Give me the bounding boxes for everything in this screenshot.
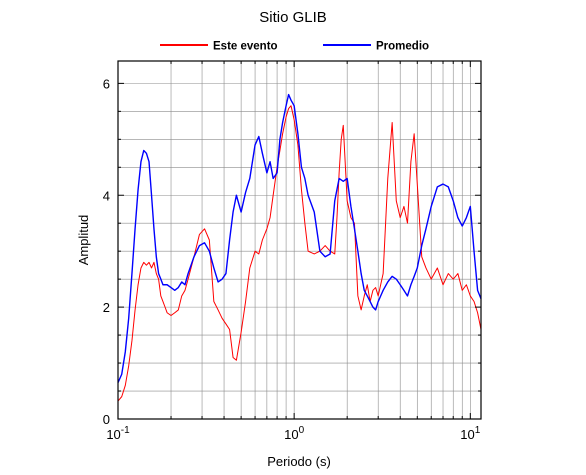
x-axis-label: Periodo (s): [267, 454, 331, 469]
y-axis-label: Amplitud: [76, 215, 91, 266]
chart-title: Sitio GLIB: [259, 9, 327, 26]
series-line-promedio: [117, 93, 482, 383]
legend-label-este-evento: Este evento: [213, 41, 278, 53]
axes: 0 2 4 6 10-1 100 101: [103, 61, 481, 442]
series-line-este-evento: [117, 105, 482, 402]
legend-label-promedio: Promedio: [376, 41, 429, 53]
legend: Este evento Promedio: [160, 41, 429, 53]
y-tick-label: 0: [103, 412, 110, 427]
grid: [117, 61, 481, 419]
plot-frame: [117, 60, 482, 420]
plot-area: [117, 93, 482, 402]
x-tick-label: 101: [460, 425, 480, 442]
x-tick-label: 10-1: [106, 425, 130, 442]
x-tick-label: 100: [284, 425, 304, 442]
y-tick-label: 6: [103, 76, 110, 91]
y-tick-label: 4: [103, 188, 110, 203]
y-tick-label: 2: [103, 300, 110, 315]
